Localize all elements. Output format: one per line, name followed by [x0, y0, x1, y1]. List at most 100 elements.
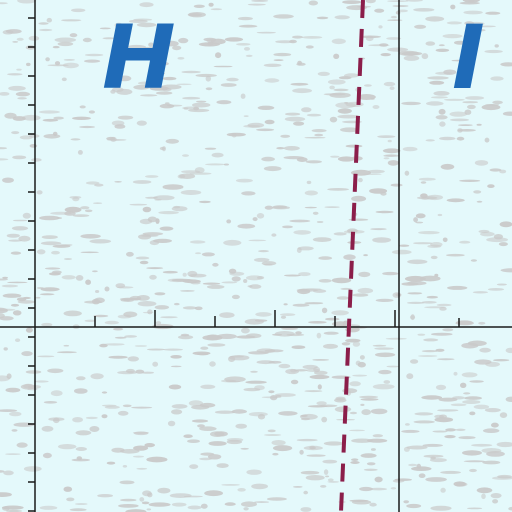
terrain-fleck	[132, 455, 145, 458]
terrain-fleck	[146, 456, 168, 463]
terrain-fleck	[252, 217, 258, 222]
terrain-fleck	[273, 52, 292, 57]
terrain-fleck	[283, 146, 300, 151]
terrain-fleck	[451, 59, 465, 62]
terrain-fleck	[343, 254, 356, 260]
terrain-fleck	[444, 435, 456, 439]
terrain-fleck	[126, 44, 147, 50]
terrain-fleck	[458, 436, 476, 440]
terrain-fleck	[404, 275, 426, 282]
terrain-fleck	[0, 492, 12, 497]
terrain-fleck	[74, 388, 88, 394]
terrain-fleck	[7, 73, 23, 76]
terrain-fleck	[66, 497, 75, 502]
terrain-fleck	[162, 76, 177, 81]
terrain-fleck	[302, 364, 318, 370]
terrain-fleck	[481, 104, 501, 111]
terrain-fleck	[38, 110, 60, 114]
terrain-fleck	[479, 347, 491, 353]
terrain-fleck	[15, 338, 21, 343]
terrain-fleck	[432, 430, 448, 433]
terrain-fleck	[153, 195, 175, 201]
terrain-fleck	[104, 286, 110, 292]
terrain-fleck	[408, 463, 418, 467]
terrain-fleck	[406, 301, 425, 304]
terrain-fleck	[297, 246, 314, 251]
terrain-fleck	[452, 396, 465, 400]
terrain-fleck	[4, 112, 17, 119]
terrain-fleck	[421, 301, 437, 304]
terrain-fleck	[244, 47, 250, 51]
terrain-fleck	[465, 96, 485, 100]
terrain-fleck	[337, 156, 355, 162]
terrain-fleck	[141, 501, 150, 505]
terrain-fleck	[442, 237, 448, 243]
terrain-fleck	[231, 294, 240, 300]
terrain-fleck	[140, 234, 159, 237]
terrain-fleck	[294, 369, 308, 372]
terrain-fleck	[360, 398, 379, 401]
terrain-fleck	[374, 347, 394, 350]
terrain-fleck	[459, 1, 480, 5]
terrain-fleck	[334, 398, 347, 403]
terrain-fleck	[331, 277, 352, 284]
terrain-fleck	[420, 181, 427, 184]
terrain-fleck	[449, 111, 468, 117]
terrain-fleck	[431, 332, 453, 336]
terrain-fleck	[146, 267, 164, 270]
terrain-fleck	[383, 81, 396, 87]
terrain-fleck	[457, 128, 463, 133]
terrain-fleck	[154, 305, 170, 310]
terrain-fleck	[263, 263, 273, 266]
terrain-fleck	[77, 150, 83, 155]
terrain-fleck	[312, 359, 330, 361]
terrain-fleck	[97, 494, 113, 498]
terrain-fleck	[142, 311, 154, 314]
terrain-fleck	[289, 39, 297, 44]
terrain-fleck	[293, 121, 305, 126]
terrain-fleck	[496, 441, 512, 448]
terrain-fleck	[347, 228, 358, 234]
terrain-fleck	[178, 37, 189, 44]
terrain-fleck	[316, 401, 327, 406]
terrain-fleck	[243, 115, 249, 117]
terrain-fleck	[502, 111, 512, 116]
terrain-fleck	[306, 454, 326, 457]
terrain-fleck	[153, 238, 172, 243]
terrain-fleck	[162, 146, 166, 152]
terrain-fleck	[385, 337, 407, 340]
terrain-fleck	[12, 219, 28, 222]
terrain-fleck	[42, 118, 59, 122]
terrain-fleck	[85, 181, 100, 185]
terrain-fleck	[446, 198, 465, 203]
terrain-fleck	[63, 486, 73, 492]
terrain-fleck	[208, 441, 227, 446]
terrain-fleck	[0, 2, 8, 5]
terrain-fleck	[333, 53, 340, 59]
terrain-fleck	[255, 312, 272, 317]
terrain-fleck	[6, 233, 20, 238]
terrain-fleck	[401, 101, 421, 106]
terrain-fleck	[0, 158, 9, 161]
terrain-fleck	[43, 401, 58, 404]
terrain-fleck	[134, 345, 148, 347]
terrain-fleck	[0, 278, 8, 281]
terrain-fleck	[145, 175, 159, 178]
terrain-fleck	[226, 438, 244, 442]
terrain-fleck	[300, 417, 311, 421]
terrain-fleck	[11, 226, 29, 231]
terrain-fleck	[132, 431, 149, 434]
terrain-fleck	[40, 241, 62, 246]
terrain-fleck	[80, 234, 101, 239]
terrain-fleck	[361, 409, 372, 416]
terrain-fleck	[490, 493, 502, 499]
terrain-fleck	[307, 405, 328, 408]
terrain-fleck	[72, 214, 90, 218]
terrain-fleck	[357, 287, 374, 294]
terrain-fleck	[224, 502, 236, 506]
terrain-fleck	[276, 147, 285, 150]
terrain-fleck	[119, 449, 140, 454]
terrain-fleck	[201, 252, 215, 257]
terrain-fleck	[21, 351, 33, 357]
